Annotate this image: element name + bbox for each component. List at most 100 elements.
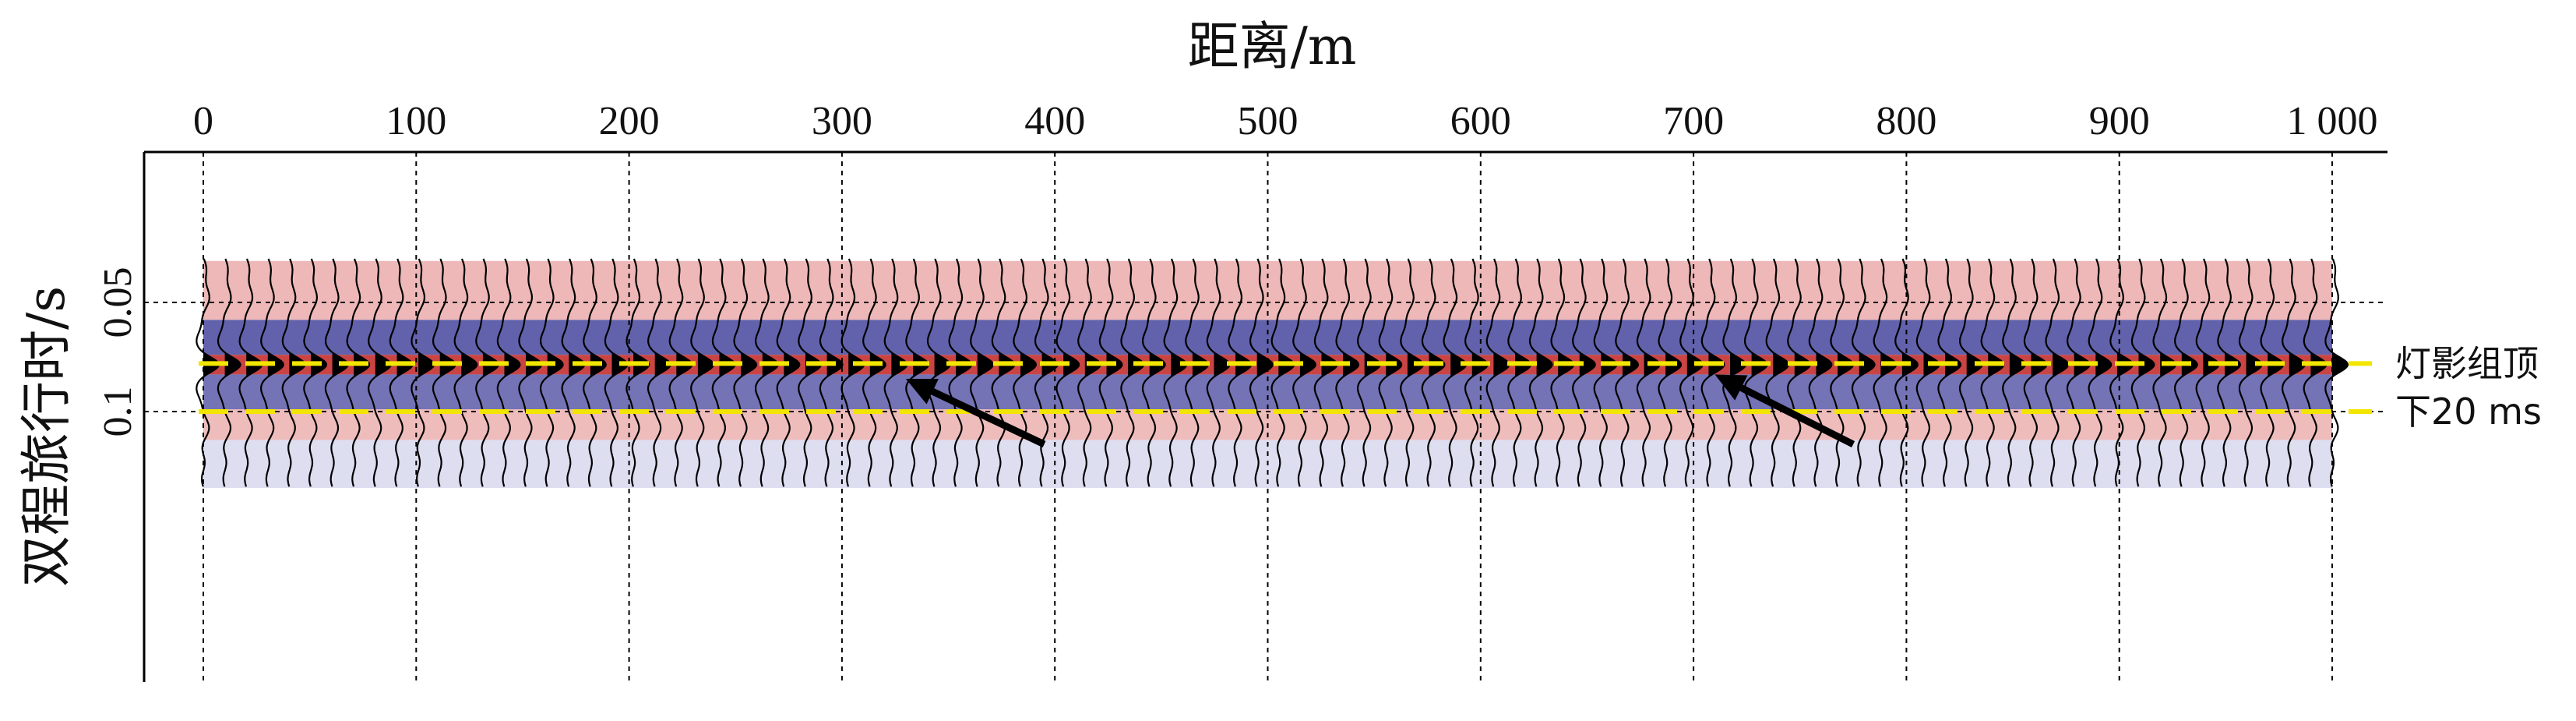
seismic-trace: [1571, 258, 1596, 487]
y-axis-title: 双程旅行时/s: [16, 286, 76, 587]
y-tick-label: 0.1: [96, 387, 140, 437]
seismic-trace: [1378, 258, 1403, 487]
trace-peak-fill: [934, 350, 950, 379]
seismic-trace: [368, 258, 392, 487]
seismic-trace: [1185, 258, 1209, 487]
seismic-trace: [561, 258, 586, 487]
seismic-trace: [1980, 258, 2005, 487]
trace-peak-fill: [1343, 350, 1358, 379]
seismic-trace: [2088, 258, 2113, 487]
seismic-trace: [1851, 258, 1876, 487]
plot-frame: [143, 150, 2387, 682]
seismic-trace: [281, 258, 306, 487]
arrow-shaft: [931, 388, 1046, 448]
seismic-trace: [1615, 258, 1640, 487]
seismic-trace: [2045, 258, 2070, 487]
seismic-trace: [668, 258, 693, 487]
seismic-trace: [389, 258, 414, 487]
seismic-trace: [2281, 258, 2306, 487]
seismic-trace: [1787, 258, 1811, 487]
seismic-trace: [1894, 258, 1919, 487]
seismic-trace: [2130, 258, 2155, 487]
trace-peak-fill: [224, 350, 241, 379]
seismic-trace: [1013, 258, 1038, 487]
seismic-trace: [2238, 258, 2263, 487]
trace-peak-fill: [891, 350, 907, 379]
trace-peak-fill: [1450, 350, 1467, 379]
trace-peak-fill: [654, 350, 671, 379]
trace-peak-fill: [1859, 350, 1875, 379]
horizon-label: 灯影组顶: [2395, 342, 2539, 384]
y-tick-label: 0.05: [96, 267, 140, 338]
x-tick-label: 300: [812, 99, 872, 143]
seismic-trace: [1141, 258, 1166, 487]
annotation-arrows: [905, 374, 1855, 448]
seismic-trace: [1658, 258, 1683, 487]
seismic-trace: [1507, 258, 1532, 487]
seismic-trace: [1722, 258, 1747, 487]
arrow-shaft: [1739, 384, 1855, 448]
seismic-trace: [2260, 258, 2285, 487]
x-tick-label: 800: [1876, 99, 1936, 143]
seismic-trace: [1163, 258, 1188, 487]
seismic-trace: [2303, 258, 2328, 487]
x-tick-label: 400: [1024, 99, 1085, 143]
trace-peak-fill: [1730, 350, 1746, 379]
seismic-trace: [905, 258, 930, 487]
seismic-trace: [1528, 258, 1553, 487]
seismic-trace: [776, 258, 801, 487]
trace-peak-fill: [1299, 350, 1316, 379]
x-tick-label: 100: [386, 99, 446, 143]
trace-peak-fill: [2289, 350, 2305, 379]
seismic-trace: [2109, 258, 2134, 487]
seismic-trace: [969, 258, 994, 487]
seismic-trace: [1400, 258, 1424, 487]
arrow-head: [1714, 374, 1748, 401]
trace-peak-fill: [2246, 350, 2262, 379]
trace-peak-fill: [1816, 350, 1832, 379]
seismic-trace: [625, 258, 650, 487]
seismic-trace: [711, 258, 736, 487]
seismic-trace: [733, 258, 758, 487]
seismic-trace: [2195, 258, 2220, 487]
seismic-trace: [1335, 258, 1360, 487]
trace-peak-fill: [2053, 350, 2068, 379]
trace-peak-fill: [267, 350, 284, 379]
seismic-trace: [1421, 258, 1446, 487]
horizon-label: 下20 ms: [2395, 391, 2542, 433]
seismic-trace: [1270, 258, 1295, 487]
trace-peak-fill: [375, 350, 391, 379]
trace-peak-fill: [1966, 350, 1982, 379]
trace-peak-fill: [784, 350, 800, 379]
arrow-head: [905, 378, 939, 405]
seismic-trace: [1098, 258, 1123, 487]
seismic-trace: [1077, 258, 1101, 487]
seismic-trace: [690, 258, 714, 487]
trace-peak-fill: [1579, 350, 1595, 379]
seismic-trace: [1550, 258, 1575, 487]
trace-peak-fill: [2009, 350, 2025, 379]
seismic-trace: [819, 258, 844, 487]
trace-peak-fill: [1063, 350, 1080, 379]
trace-peak-fill: [2332, 350, 2348, 379]
grid-lines: [144, 152, 2387, 682]
x-tick-label: 900: [2089, 99, 2150, 143]
seismic-trace: [539, 258, 564, 487]
seismic-trace: [2066, 258, 2091, 487]
seismic-trace: [604, 258, 629, 487]
trace-peak-fill: [1536, 350, 1552, 379]
trace-peak-fill: [1020, 350, 1036, 379]
seismic-trace: [303, 258, 328, 487]
trace-peak-fill: [1493, 350, 1510, 379]
seismic-trace: [432, 258, 456, 487]
seismic-trace: [1120, 258, 1145, 487]
seismic-trace: [1958, 258, 1983, 487]
seismic-trace: [1915, 258, 1940, 487]
seismic-trace: [2324, 258, 2349, 487]
trace-peak-fill: [1256, 350, 1273, 379]
seismic-trace: [217, 258, 241, 487]
seismic-trace: [346, 258, 371, 487]
seismic-trace: [238, 258, 263, 487]
